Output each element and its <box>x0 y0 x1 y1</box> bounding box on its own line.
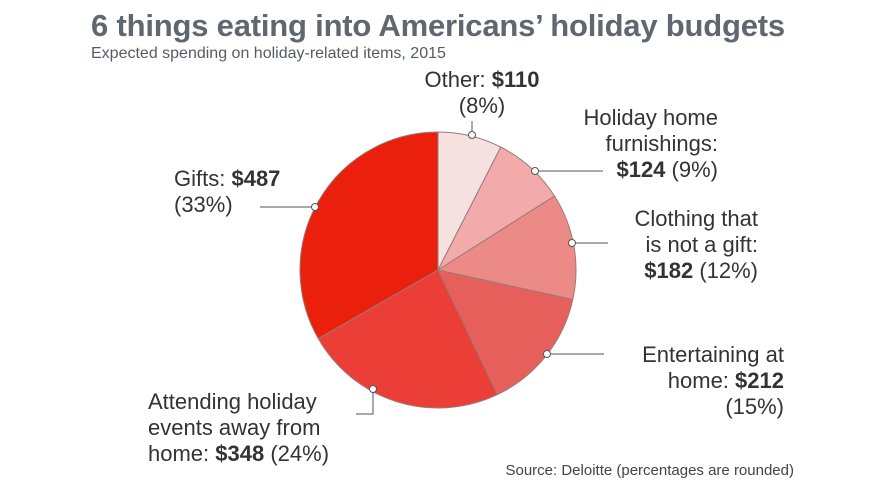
slice-label-events-name-1: Attending holiday <box>148 389 317 414</box>
slice-label-gifts-pct: (33%) <box>174 192 233 217</box>
slice-label-clothing-pct: (12%) <box>699 258 758 283</box>
slice-label-other-pct: (8%) <box>458 93 506 118</box>
slice-label-furnishings-pct: (9%) <box>671 157 718 182</box>
slice-label-entertaining-name-1: Entertaining at <box>642 342 784 367</box>
pie-slice-events <box>317 269 499 409</box>
slice-label-events-name-2: events away from <box>148 415 321 440</box>
pie-slice-gifts <box>299 131 439 340</box>
leader-dot-other <box>468 131 476 139</box>
slice-label-other-name: Other: <box>424 67 486 92</box>
slice-label-events-value: $348 <box>215 441 265 466</box>
slice-label-gifts: Gifts: $487 (33%) <box>174 166 280 218</box>
slice-label-clothing-value: $182 <box>644 258 694 283</box>
slice-label-other-value: $110 <box>491 67 540 92</box>
chart-subtitle: Expected spending on holiday-related ite… <box>91 45 446 62</box>
leader-dot-gifts <box>311 203 319 211</box>
slice-label-entertaining-value: $212 <box>735 368 784 393</box>
slice-label-entertaining: Entertaining at home: $212 (15%) <box>584 342 784 420</box>
slice-label-gifts-name: Gifts: <box>174 166 226 191</box>
slice-label-events: Attending holiday events away from home:… <box>148 389 329 467</box>
slice-label-clothing: Clothing that is not a gift: $182 (12%) <box>560 206 758 284</box>
slice-label-other: Other: $110 (8%) <box>412 67 552 119</box>
slice-label-gifts-value: $487 <box>231 166 281 191</box>
slice-label-furnishings-name-2: furnishings: <box>605 131 718 156</box>
slice-label-furnishings: Holiday home furnishings: $124 (9%) <box>520 105 718 183</box>
slice-label-entertaining-name-2: home: <box>667 368 729 393</box>
source-note: Source: Deloitte (percentages are rounde… <box>505 462 794 479</box>
leader-line-events <box>356 389 374 415</box>
slice-label-furnishings-value: $124 <box>616 157 666 182</box>
leader-dot-furnishings <box>531 167 539 175</box>
leader-dot-clothing <box>568 239 576 247</box>
slice-label-clothing-name-1: Clothing that <box>634 206 758 231</box>
slice-label-clothing-name-2: is not a gift: <box>645 232 758 257</box>
slice-label-events-pct: (24%) <box>270 441 330 466</box>
chart-title: 6 things eating into Americans’ holiday … <box>91 8 785 43</box>
slice-label-events-name-3: home: <box>148 441 210 466</box>
leader-dot-events <box>369 385 377 393</box>
leader-dot-entertaining <box>543 350 551 358</box>
slice-label-furnishings-name-1: Holiday home <box>583 105 718 130</box>
slice-label-entertaining-pct: (15%) <box>725 394 784 419</box>
